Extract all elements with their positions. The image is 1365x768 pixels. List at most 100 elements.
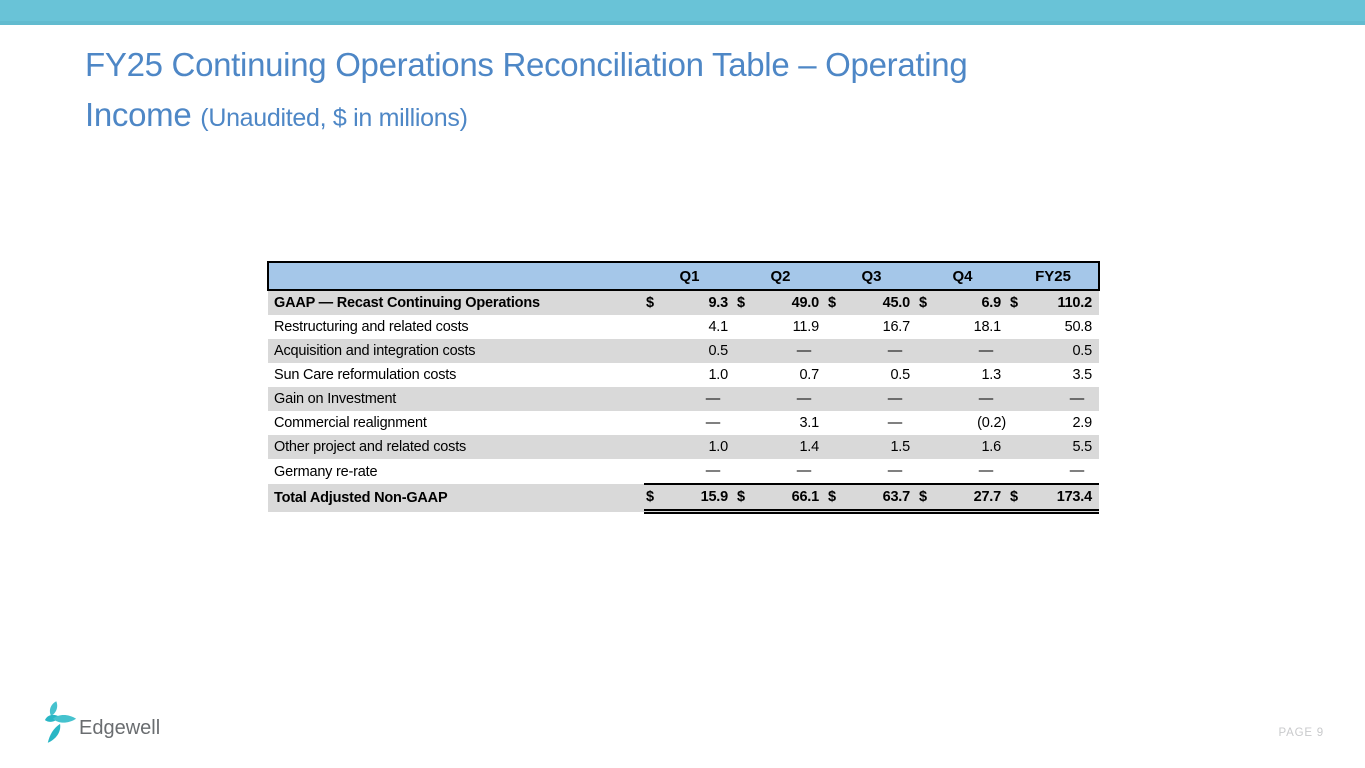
table-row: GAAP — Recast Continuing Operations $9.3 $… (268, 290, 1099, 315)
row-label: Total Adjusted Non-GAAP (268, 484, 644, 512)
cell-currency (826, 411, 846, 435)
cell-value: 66.1 (755, 483, 826, 514)
column-header-fy25: FY25 (1008, 261, 1100, 291)
cell-currency (1008, 435, 1028, 459)
cell-value: 0.5 (1028, 339, 1099, 363)
cell-value: 63.7 (846, 483, 917, 514)
table-row: Acquisition and integration costs 0.5 — — — 0… (268, 339, 1099, 363)
cell-currency (644, 435, 664, 459)
cell-currency: $ (826, 290, 846, 315)
cell-currency: $ (917, 483, 937, 514)
row-label: Gain on Investment (268, 387, 644, 411)
column-header-q3: Q3 (826, 261, 917, 291)
cell-currency (644, 363, 664, 387)
cell-value: 16.7 (846, 315, 917, 339)
cell-currency (917, 387, 937, 411)
cell-currency (735, 363, 755, 387)
cell-value: 11.9 (755, 315, 826, 339)
cell-currency (644, 387, 664, 411)
cell-value: — (755, 339, 826, 363)
slide-title-subtitle: (Unaudited, $ in millions) (200, 104, 468, 132)
cell-value: 45.0 (846, 290, 917, 315)
cell-value: 49.0 (755, 290, 826, 315)
cell-currency (826, 363, 846, 387)
cell-currency (644, 459, 664, 484)
cell-currency (826, 459, 846, 484)
cell-currency: $ (644, 483, 664, 514)
cell-currency (917, 435, 937, 459)
row-label: Germany re-rate (268, 459, 644, 484)
row-label: Commercial realignment (268, 411, 644, 435)
cell-value: 18.1 (937, 315, 1008, 339)
cell-currency (826, 435, 846, 459)
cell-currency (735, 339, 755, 363)
cell-value: 27.7 (937, 483, 1008, 514)
cell-currency (917, 315, 937, 339)
cell-value: 50.8 (1028, 315, 1099, 339)
cell-currency: $ (735, 290, 755, 315)
cell-currency: $ (826, 483, 846, 514)
cell-value: — (937, 387, 1008, 411)
slide-title: FY25 Continuing Operations Reconciliatio… (85, 40, 1265, 143)
cell-value: 0.7 (755, 363, 826, 387)
row-label: Restructuring and related costs (268, 315, 644, 339)
cell-value: 0.5 (664, 339, 735, 363)
cell-currency: $ (917, 290, 937, 315)
cell-currency (644, 315, 664, 339)
cell-value: 1.0 (664, 363, 735, 387)
cell-currency (1008, 459, 1028, 484)
row-label: Acquisition and integration costs (268, 339, 644, 363)
table-row: Germany re-rate — — — — — (268, 459, 1099, 484)
cell-currency: $ (1008, 483, 1028, 514)
logo-wordmark: Edgewell (79, 717, 161, 739)
table-row: Gain on Investment — — — — — (268, 387, 1099, 411)
cell-currency (826, 339, 846, 363)
column-header-q2: Q2 (735, 261, 826, 291)
cell-currency (917, 363, 937, 387)
slide-title-line2: Income (85, 96, 192, 133)
cell-currency: $ (644, 290, 664, 315)
cell-value: — (755, 459, 826, 484)
row-label: Other project and related costs (268, 435, 644, 459)
cell-currency (1008, 339, 1028, 363)
cell-value: 15.9 (664, 483, 735, 514)
cell-currency (1008, 315, 1028, 339)
table-row: Commercial realignment — 3.1 — (0.2) 2.9 (268, 411, 1099, 435)
cell-value: 1.3 (937, 363, 1008, 387)
cell-currency (735, 435, 755, 459)
cell-value: — (664, 411, 735, 435)
cell-value: — (846, 459, 917, 484)
cell-value: — (664, 387, 735, 411)
cell-value: 5.5 (1028, 435, 1099, 459)
cell-currency (826, 315, 846, 339)
cell-value: 3.5 (1028, 363, 1099, 387)
cell-value: (0.2) (937, 411, 1008, 435)
cell-value: — (846, 339, 917, 363)
cell-value: 6.9 (937, 290, 1008, 315)
edgewell-logo: Edgewell (44, 699, 160, 745)
cell-value: — (937, 339, 1008, 363)
cell-currency (735, 387, 755, 411)
cell-currency (1008, 363, 1028, 387)
header-corner-cell (267, 261, 644, 291)
cell-currency: $ (735, 483, 755, 514)
cell-currency (735, 411, 755, 435)
cell-currency (1008, 387, 1028, 411)
cell-value: 173.4 (1028, 483, 1099, 514)
cell-currency (917, 339, 937, 363)
cell-currency (644, 411, 664, 435)
cell-currency (826, 387, 846, 411)
cell-value: — (937, 459, 1008, 484)
cell-currency (1008, 411, 1028, 435)
cell-value: 1.6 (937, 435, 1008, 459)
cell-value: 3.1 (755, 411, 826, 435)
cell-value: 1.5 (846, 435, 917, 459)
cell-value: — (846, 387, 917, 411)
slide-title-line1: FY25 Continuing Operations Reconciliatio… (85, 46, 968, 83)
table-row: Restructuring and related costs 4.1 11.9 16… (268, 315, 1099, 339)
hummingbird-logo-icon (44, 701, 77, 743)
cell-value: 2.9 (1028, 411, 1099, 435)
cell-value: 1.4 (755, 435, 826, 459)
top-accent-bar (0, 0, 1365, 25)
cell-currency: $ (1008, 290, 1028, 315)
